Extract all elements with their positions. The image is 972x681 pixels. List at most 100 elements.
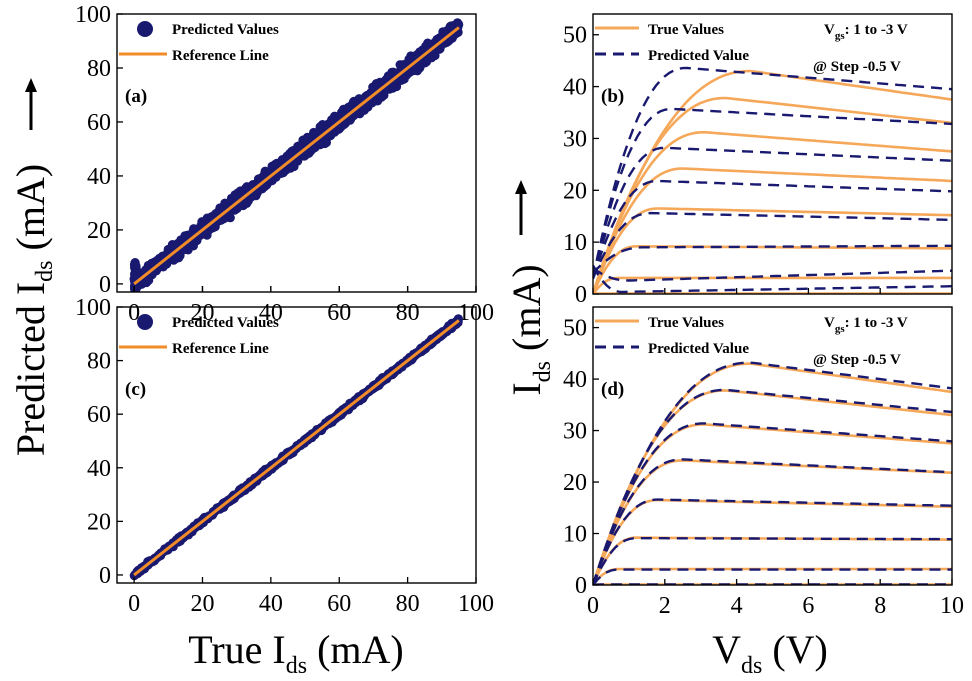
y-tick-label: 40 [87, 164, 111, 190]
y-tick-label: 100 [75, 2, 111, 28]
predicted-value-curve [593, 498, 952, 585]
right-y-arrow-icon [515, 180, 527, 235]
y-tick-label: 30 [563, 126, 587, 152]
annotation-v: V [824, 315, 835, 331]
left-y-label-main: Predicted I [8, 282, 53, 456]
scatter-point [423, 38, 433, 48]
right-y-axis-label: Ids (mA) [504, 264, 556, 395]
left-x-label-sub: ds [286, 653, 307, 679]
true-value-curve [593, 207, 952, 294]
true-value-curve [593, 459, 952, 585]
x-tick-label: 2 [659, 593, 671, 619]
legend-label-predicted: Predicted Value [648, 341, 749, 357]
y-tick-label: 80 [87, 56, 111, 82]
x-tick-label: 0 [587, 593, 599, 619]
predicted-value-curve [593, 244, 952, 275]
plot-frame [592, 13, 953, 295]
plot-frame [592, 306, 953, 586]
true-value-curve [593, 167, 952, 294]
legend-label-predicted: Predicted Values [172, 315, 279, 331]
x-tick-label: 8 [874, 593, 886, 619]
y-tick-label: 60 [87, 402, 111, 428]
predicted-value-curve [593, 537, 952, 585]
plot-area [593, 361, 952, 585]
x-tick-label: 10 [940, 593, 964, 619]
legend-label-predicted: Predicted Value [648, 48, 749, 64]
right-x-label-sub: ds [741, 653, 762, 679]
x-tick-label: 20 [190, 591, 214, 617]
y-tick-label: 40 [87, 456, 111, 482]
predicted-value-curve [593, 388, 952, 585]
true-value-curve [593, 567, 952, 585]
right-x-axis-label: Vds (V) [712, 627, 828, 679]
right-x-label-unit: (V) [762, 627, 828, 672]
plot-frame [116, 306, 477, 584]
scatter-point [130, 259, 140, 269]
legend-label-predicted: Predicted Values [172, 22, 279, 38]
right-y-label-main: I [504, 382, 549, 395]
left-x-label-main: True I [188, 627, 285, 672]
annotation-vgs-range: Vgs: 1 to -3 V [824, 22, 908, 42]
y-tick-label: 50 [563, 316, 587, 342]
panel-tag: (d) [601, 379, 624, 400]
x-tick-label: 40 [259, 300, 283, 326]
left-y-arrow-icon [25, 78, 37, 130]
true-value-curve [593, 276, 952, 294]
true-value-curve [593, 498, 952, 585]
left-y-label-unit: (mA) [8, 164, 53, 261]
predicted-value-curve [593, 264, 952, 294]
panel-tag: (a) [125, 86, 147, 107]
right-y-label-sub: ds [530, 361, 556, 382]
svg-text:Predicted Ids (mA): Predicted Ids (mA) [8, 164, 58, 456]
annotation-rest: : 1 to -3 V [845, 315, 908, 331]
annotation-step: @ Step -0.5 V [813, 59, 901, 75]
y-tick-label: 80 [87, 349, 111, 375]
predicted-value-curve [593, 146, 952, 279]
scatter-point [346, 114, 356, 124]
legend-label-true: True Values [648, 22, 724, 38]
annotation-v: V [824, 22, 835, 38]
true-value-curve [593, 536, 952, 585]
y-tick-label: 20 [87, 218, 111, 244]
y-tick-label: 60 [87, 110, 111, 136]
reference-line [133, 319, 460, 577]
annotation-rest: : 1 to -3 V [845, 22, 908, 38]
scatter-point [315, 140, 325, 150]
annotation-sub: gs [835, 323, 846, 335]
y-tick-label: 20 [563, 470, 587, 496]
true-value-curve [593, 245, 952, 294]
scatter-point [131, 269, 141, 279]
predicted-value-curve [593, 568, 952, 585]
y-tick-label: 0 [575, 282, 587, 308]
y-tick-label: 0 [575, 573, 587, 599]
predicted-value-curve [593, 107, 952, 279]
y-tick-label: 10 [563, 230, 587, 256]
annotation-step: @ Step -0.5 V [813, 352, 901, 368]
y-tick-label: 0 [99, 563, 111, 589]
y-tick-label: 20 [87, 509, 111, 535]
y-tick-label: 20 [563, 178, 587, 204]
true-value-curve [593, 131, 952, 294]
y-tick-label: 40 [563, 367, 587, 393]
x-tick-label: 40 [259, 591, 283, 617]
legend-label-reference: Reference Line [172, 48, 269, 64]
x-tick-label: 4 [731, 593, 743, 619]
plot-area [129, 18, 464, 292]
reference-line [133, 26, 460, 286]
svg-text:Ids (mA): Ids (mA) [504, 264, 556, 395]
predicted-value-curve [593, 211, 952, 279]
scatter-point [412, 66, 422, 76]
x-tick-label: 100 [458, 591, 494, 617]
legend-label-reference: Reference Line [172, 341, 269, 357]
panel-c: 0 20 40 60 80 100 0 20 40 60 80 100 (c) Predicted Val… [75, 295, 494, 617]
panel-tag: (c) [125, 379, 146, 400]
annotation-vgs-range: Vgs: 1 to -3 V [824, 315, 908, 335]
left-y-axis-label: Predicted Ids (mA) [8, 164, 58, 456]
x-tick-label: 6 [802, 593, 814, 619]
annotation-sub: gs [835, 30, 846, 42]
y-tick-label: 100 [75, 295, 111, 321]
predicted-value-curve [593, 422, 952, 585]
